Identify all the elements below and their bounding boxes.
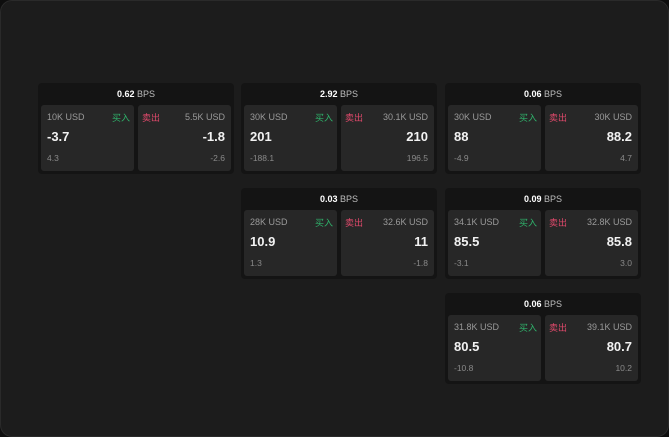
sell-panel[interactable]: 卖出 30K USD 88.2 4.7 — [545, 105, 638, 171]
quote-card: 0.03 BPS 28K USD 买入 10.9 1.3 卖出 32.6K US… — [241, 188, 437, 279]
buy-size: 30K USD — [454, 112, 492, 122]
buy-size: 31.8K USD — [454, 322, 500, 332]
sell-price: 88.2 — [606, 129, 632, 144]
buy-price: 201 — [250, 129, 272, 144]
sell-panel[interactable]: 卖出 39.1K USD 80.7 10.2 — [545, 315, 638, 381]
buy-price: 88 — [454, 129, 469, 144]
buy-price: -3.7 — [47, 129, 70, 144]
spread-header: 0.03 BPS — [241, 188, 437, 210]
sell-price: 210 — [406, 129, 428, 144]
buy-label: 买入 — [518, 218, 537, 228]
spread-unit: BPS — [137, 89, 156, 99]
buy-label: 买入 — [518, 323, 537, 333]
sell-change: 196.5 — [406, 153, 428, 163]
buy-panel[interactable]: 30K USD 买入 201 -188.1 — [244, 105, 337, 171]
sell-label: 卖出 — [345, 113, 364, 123]
spread-header: 0.09 BPS — [445, 188, 641, 210]
spread-unit: BPS — [340, 194, 359, 204]
buy-label: 买入 — [314, 113, 333, 123]
quote-card: 0.62 BPS 10K USD 买入 -3.7 4.3 卖出 5.5K USD… — [38, 83, 234, 174]
sell-size: 30.1K USD — [382, 112, 428, 122]
sell-label: 卖出 — [345, 218, 364, 228]
buy-panel[interactable]: 31.8K USD 买入 80.5 -10.8 — [448, 315, 541, 381]
sell-label: 卖出 — [549, 113, 568, 123]
sell-change: 10.2 — [615, 363, 632, 373]
sell-panel[interactable]: 卖出 30.1K USD 210 196.5 — [341, 105, 434, 171]
quote-card: 0.06 BPS 30K USD 买入 88 -4.9 卖出 30K USD 8… — [445, 83, 641, 174]
buy-panel[interactable]: 30K USD 买入 88 -4.9 — [448, 105, 541, 171]
spread-value: 0.09 — [523, 194, 542, 204]
sell-panel[interactable]: 卖出 5.5K USD -1.8 -2.6 — [138, 105, 231, 171]
sell-label: 卖出 — [549, 218, 568, 228]
sell-size: 30K USD — [594, 112, 632, 122]
spread-value: 2.92 — [319, 89, 338, 99]
spread-header: 2.92 BPS — [241, 83, 437, 105]
sell-size: 32.6K USD — [382, 217, 428, 227]
spread-value: 0.06 — [523, 89, 542, 99]
sell-price: 85.8 — [606, 234, 632, 249]
sell-label: 卖出 — [549, 323, 568, 333]
buy-size: 10K USD — [47, 112, 85, 122]
sell-label: 卖出 — [142, 113, 161, 123]
buy-price: 10.9 — [250, 234, 276, 249]
spread-header: 0.06 BPS — [445, 293, 641, 315]
spread-unit: BPS — [544, 89, 563, 99]
buy-change: -188.1 — [250, 153, 275, 163]
buy-change: 1.3 — [250, 258, 262, 268]
sell-change: 4.7 — [620, 153, 632, 163]
sell-change: 3.0 — [620, 258, 632, 268]
spread-value: 0.03 — [319, 194, 338, 204]
sell-size: 39.1K USD — [586, 322, 632, 332]
buy-change: -4.9 — [454, 153, 469, 163]
sell-change: -2.6 — [210, 153, 225, 163]
sell-size: 5.5K USD — [184, 112, 225, 122]
quote-card: 2.92 BPS 30K USD 买入 201 -188.1 卖出 30.1K … — [241, 83, 437, 174]
buy-size: 28K USD — [250, 217, 288, 227]
buy-change: -10.8 — [454, 363, 474, 373]
spread-header: 0.06 BPS — [445, 83, 641, 105]
spread-value: 0.06 — [523, 299, 542, 309]
sell-price: -1.8 — [202, 129, 225, 144]
buy-price: 85.5 — [454, 234, 480, 249]
buy-label: 买入 — [314, 218, 333, 228]
spread-unit: BPS — [340, 89, 359, 99]
buy-panel[interactable]: 34.1K USD 买入 85.5 -3.1 — [448, 210, 541, 276]
spread-header: 0.62 BPS — [38, 83, 234, 105]
sell-change: -1.8 — [413, 258, 428, 268]
buy-size: 30K USD — [250, 112, 288, 122]
sell-panel[interactable]: 卖出 32.6K USD 11 -1.8 — [341, 210, 434, 276]
buy-label: 买入 — [518, 113, 537, 123]
sell-price: 11 — [414, 234, 428, 249]
spread-value: 0.62 — [116, 89, 135, 99]
buy-change: 4.3 — [47, 153, 59, 163]
sell-size: 32.8K USD — [586, 217, 632, 227]
sell-panel[interactable]: 卖出 32.8K USD 85.8 3.0 — [545, 210, 638, 276]
buy-price: 80.5 — [454, 339, 480, 354]
quote-card: 0.09 BPS 34.1K USD 买入 85.5 -3.1 卖出 32.8K… — [445, 188, 641, 279]
sell-price: 80.7 — [606, 339, 632, 354]
spread-unit: BPS — [544, 299, 563, 309]
buy-label: 买入 — [111, 113, 130, 123]
buy-panel[interactable]: 28K USD 买入 10.9 1.3 — [244, 210, 337, 276]
spread-unit: BPS — [544, 194, 563, 204]
buy-panel[interactable]: 10K USD 买入 -3.7 4.3 — [41, 105, 134, 171]
quote-card: 0.06 BPS 31.8K USD 买入 80.5 -10.8 卖出 39.1… — [445, 293, 641, 384]
buy-size: 34.1K USD — [454, 217, 500, 227]
buy-change: -3.1 — [454, 258, 469, 268]
